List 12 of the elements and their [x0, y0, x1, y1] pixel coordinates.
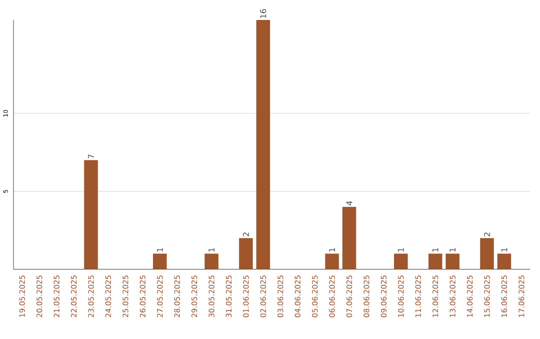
bar [342, 206, 356, 270]
bar [239, 238, 253, 270]
bar [394, 254, 408, 270]
bar [204, 254, 218, 270]
bar [480, 238, 494, 270]
bar [446, 254, 460, 270]
bar [84, 160, 98, 270]
bar [428, 254, 442, 270]
bar [152, 254, 167, 270]
bar [325, 254, 339, 270]
bar [497, 254, 512, 270]
bar [256, 20, 270, 270]
